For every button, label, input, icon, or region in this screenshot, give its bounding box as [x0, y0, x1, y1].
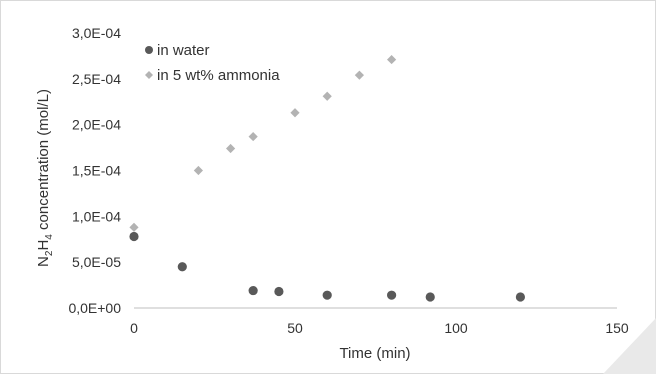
data-point: [387, 290, 397, 300]
data-point: [387, 54, 397, 65]
x-axis-title: Time (min): [339, 345, 410, 362]
legend-item-ammonia: in 5 wt% ammonia: [145, 67, 280, 84]
x-tick-label: 50: [287, 320, 303, 336]
legend-item-water: in water: [145, 42, 210, 59]
data-point: [515, 292, 526, 302]
x-tick-label: 150: [605, 320, 629, 336]
data-point: [425, 292, 435, 302]
legend-label-water: in water: [157, 42, 210, 59]
data-point: [354, 70, 364, 80]
x-axis-ticks: 0 50 100 150: [130, 320, 629, 336]
x-tick-label: 100: [444, 320, 468, 336]
y-tick-label: 3,0E-04: [72, 25, 121, 41]
series-ammonia: [129, 54, 397, 232]
data-point: [226, 143, 236, 154]
data-point: [248, 131, 258, 142]
series-layer: [129, 54, 526, 302]
y-tick-label: 5,0E-05: [72, 254, 121, 270]
data-point: [322, 91, 332, 101]
legend-label-ammonia: in 5 wt% ammonia: [157, 67, 280, 84]
data-point: [274, 286, 284, 297]
y-tick-label: 1,0E-04: [72, 208, 121, 224]
corner-decoration: [603, 318, 656, 374]
y-tick-label: 2,5E-04: [72, 71, 121, 87]
y-tick-label: 2,0E-04: [72, 117, 121, 133]
y-tick-label: 0,0E+00: [68, 300, 121, 316]
data-point: [129, 231, 139, 242]
data-point: [129, 222, 139, 232]
x-tick-label: 0: [130, 320, 138, 336]
data-point: [248, 285, 258, 296]
data-point: [290, 108, 300, 118]
y-axis-ticks: 0,0E+00 5,0E-05 1,0E-04 1,5E-04 2,0E-04 2,5E-…: [68, 25, 121, 316]
legend-marker-water: [145, 46, 153, 54]
legend-marker-ammonia: [145, 71, 153, 79]
legend: in water in 5 wt% ammonia: [145, 42, 280, 84]
y-tick-label: 1,5E-04: [72, 163, 121, 179]
data-point: [322, 290, 332, 300]
data-point: [193, 165, 203, 176]
data-point: [177, 262, 187, 272]
series-water: [129, 231, 526, 302]
y-axis-title: N2H4 concentration (mol/L): [35, 89, 55, 267]
